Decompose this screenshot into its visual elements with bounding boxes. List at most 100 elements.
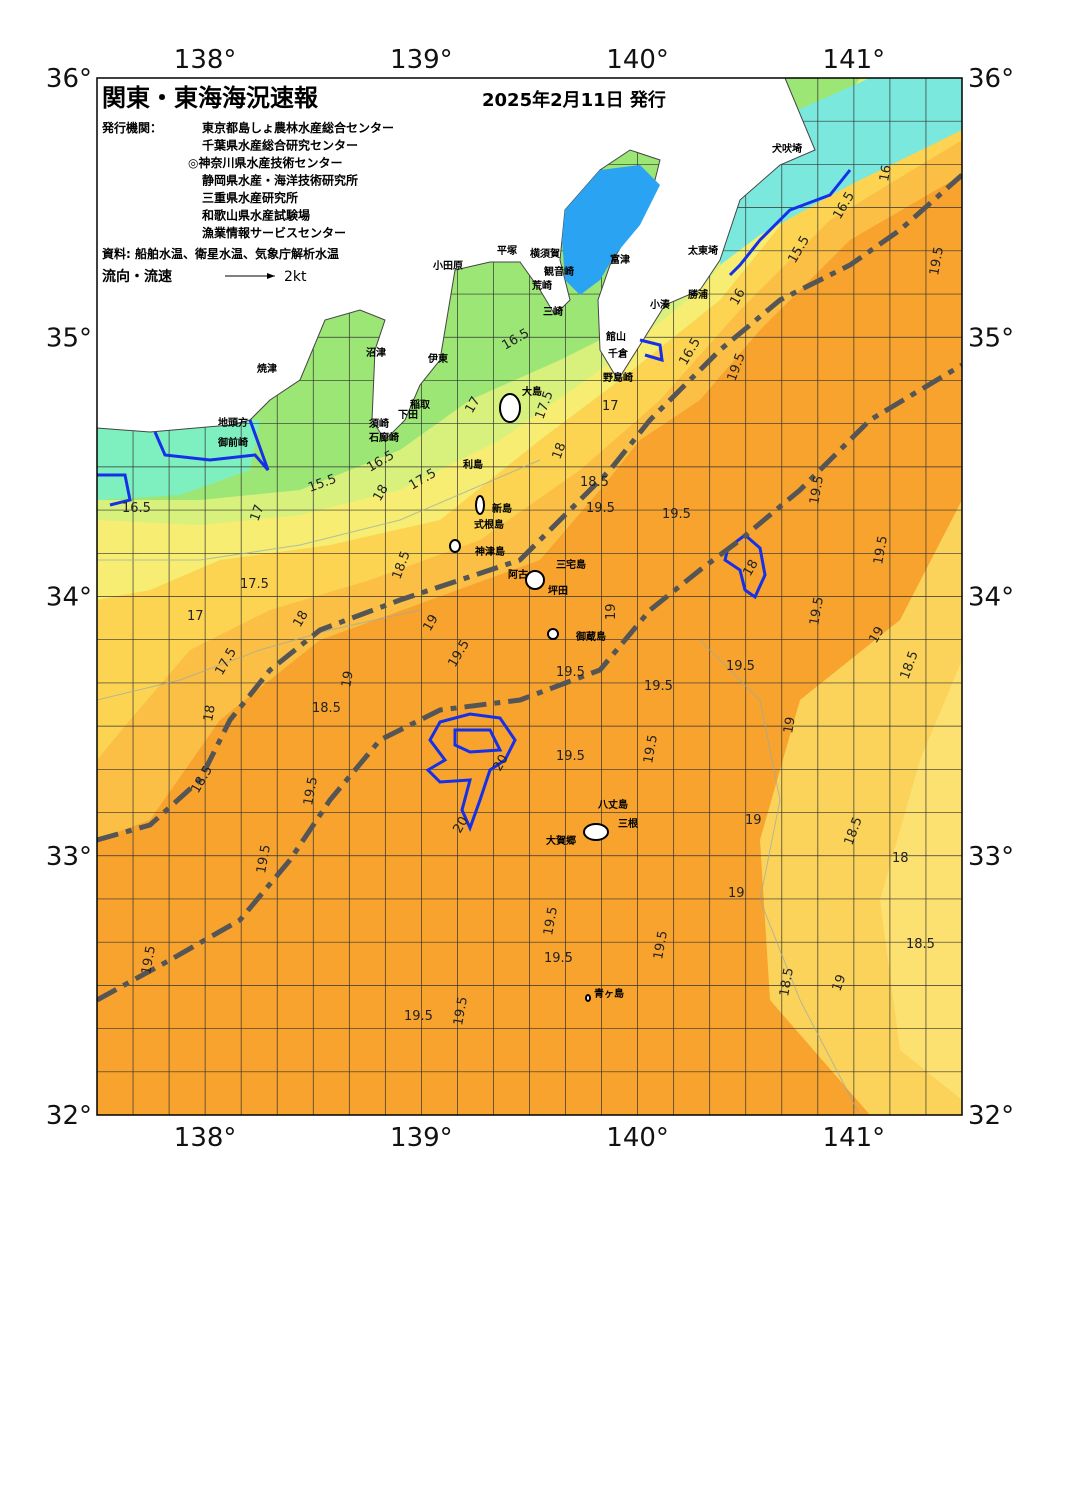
map-frame <box>96 77 963 1116</box>
agency: 千葉県水産総合研究センター <box>202 138 358 153</box>
lon-label: 138° <box>174 1123 237 1153</box>
contour-label: 18.5 <box>580 475 609 490</box>
place-name: 御蔵島 <box>575 630 606 643</box>
lon-label: 139° <box>390 1123 453 1153</box>
contour-label: 19 <box>339 670 357 689</box>
sea-temperature-field <box>97 78 962 1115</box>
contour-label: 19.5 <box>641 734 661 765</box>
agency: 和歌山県水産試験場 <box>201 208 310 223</box>
lon-label: 138° <box>174 45 237 75</box>
contour-label: 19.5 <box>644 679 673 694</box>
place-name: 犬吠埼 <box>772 142 802 155</box>
contour-label: 17.5 <box>240 577 269 592</box>
place-name: 利島 <box>463 458 483 471</box>
gray-contours <box>97 459 861 1115</box>
agency: 東京都島しょ農林水産総合センター <box>202 120 394 135</box>
contour-label: 17 <box>187 609 204 624</box>
contour-label: 19 <box>866 624 887 646</box>
contour-label: 19.5 <box>254 844 274 875</box>
place-name: 三崎 <box>543 305 563 318</box>
contour-label: 19.5 <box>556 749 585 764</box>
place-name: 地頭方 <box>218 416 248 429</box>
contour-label: 17 <box>602 399 619 414</box>
place-name: 平塚 <box>497 244 517 257</box>
place-name: 三根 <box>618 817 638 830</box>
agencies-label: 発行機関： <box>101 120 162 135</box>
contour-label: 19 <box>728 886 745 901</box>
legend-label: 流向・流速 <box>102 268 172 285</box>
contour-label: 20 <box>450 814 471 836</box>
contour-label: 18 <box>892 851 909 866</box>
contour-label: 19.5 <box>451 996 471 1027</box>
place-name: 小田原 <box>432 259 463 272</box>
place-name: 荒崎 <box>531 279 552 292</box>
place-name: 坪田 <box>548 584 568 597</box>
place-name: 阿古 <box>508 568 528 581</box>
lat-label: 32° <box>46 1101 92 1131</box>
place-name: 太東埼 <box>687 244 718 257</box>
contour-label: 19.5 <box>139 945 159 976</box>
contour-label: 16 <box>877 164 895 183</box>
contour-label: 20 <box>490 752 511 774</box>
contour-label: 19 <box>604 603 619 620</box>
lon-label: 139° <box>390 45 453 75</box>
lat-label: 36° <box>968 64 1014 94</box>
place-name: 大賀郷 <box>546 834 576 847</box>
lon-label: 140° <box>606 1123 669 1153</box>
contour-label: 18 <box>550 441 570 462</box>
contour-label: 19.5 <box>544 951 573 966</box>
place-name: 勝浦 <box>688 288 708 301</box>
contour-label: 19 <box>830 973 850 994</box>
place-name: 石廊崎 <box>368 431 399 444</box>
place-name: 千倉 <box>608 347 629 360</box>
contour-label: 18 <box>201 704 219 723</box>
contour-label: 19.5 <box>651 930 671 961</box>
contour-label: 19.5 <box>871 535 891 566</box>
contour-label: 17 <box>462 394 483 416</box>
kuroshio-axis <box>97 173 962 1003</box>
contour-label: 19.5 <box>807 475 827 506</box>
issue-date: 2025年2月11日 発行 <box>482 89 666 111</box>
lat-label: 35° <box>968 323 1014 353</box>
place-name: 稲取 <box>410 398 431 411</box>
lat-label: 34° <box>968 583 1014 613</box>
sea-band-6 <box>97 420 260 500</box>
lat-label: 32° <box>968 1101 1014 1131</box>
contour-label: 18.5 <box>906 937 935 952</box>
place-name: 沼津 <box>366 346 386 359</box>
lon-label: 140° <box>606 45 669 75</box>
agency: 漁業情報サービスセンター <box>202 225 346 240</box>
contour-label: 19.5 <box>301 776 321 807</box>
contour-label: 19.5 <box>927 246 947 277</box>
contour-label: 19.5 <box>807 596 827 627</box>
contour-label: 19 <box>420 612 441 634</box>
contour-label: 18 <box>740 557 761 579</box>
land-honshu <box>97 78 816 441</box>
contour-label: 19.5 <box>404 1009 433 1024</box>
contour-label: 19.5 <box>726 659 755 674</box>
contour-label: 16.5 <box>122 501 151 516</box>
lat-label: 33° <box>46 842 92 872</box>
lat-label: 35° <box>46 323 92 353</box>
grid <box>97 78 962 1115</box>
islands <box>449 393 609 1002</box>
contour-label: 17 <box>248 503 268 524</box>
place-name: 須崎 <box>368 417 389 430</box>
contour-label: 18 <box>290 608 311 630</box>
place-name: 御前崎 <box>217 436 248 449</box>
place-name: 三宅島 <box>556 558 586 571</box>
lon-label: 141° <box>823 1123 886 1153</box>
agency: ◎神奈川県水産技術センター <box>188 155 342 170</box>
place-name: 青ヶ島 <box>594 987 624 1000</box>
contour-label: 19.5 <box>541 906 561 937</box>
place-name: 式根島 <box>474 518 504 531</box>
tokyo-bay <box>562 165 660 295</box>
contour-label: 19 <box>745 813 762 828</box>
place-name: 大島 <box>522 385 542 398</box>
legend-scale: 2kt <box>284 269 307 285</box>
blue-contours <box>97 169 852 833</box>
place-name: 小湊 <box>649 298 671 311</box>
